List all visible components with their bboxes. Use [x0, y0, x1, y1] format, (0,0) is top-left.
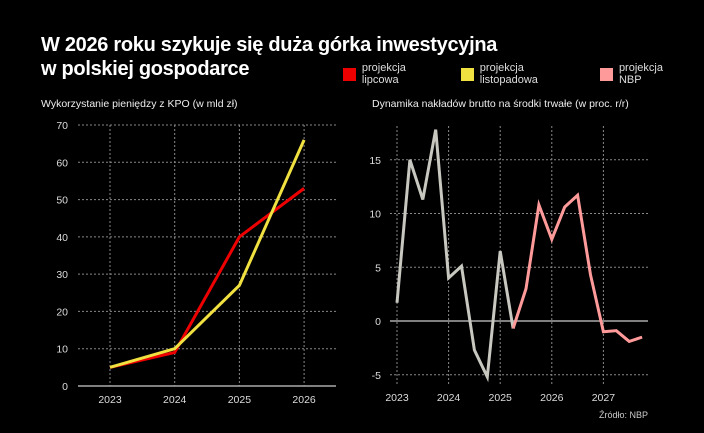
x-tick-label: 2023 — [98, 394, 122, 406]
legend-item-listopadowa: projekcja listopadowa — [460, 62, 584, 86]
series-line-0 — [109, 187, 305, 369]
y-tick-label: -5 — [372, 370, 381, 382]
y-tick-label: 15 — [369, 155, 381, 167]
legend-label: projekcja listopadowa — [479, 62, 538, 86]
y-tick-label: 10 — [369, 209, 381, 221]
x-tick-label: 2024 — [437, 392, 461, 404]
x-tick-label: 2026 — [540, 392, 564, 404]
y-tick-label: 10 — [56, 344, 68, 356]
y-tick-label: 0 — [62, 381, 68, 393]
right-chart-title: Dynamika nakładów brutto na środki trwał… — [372, 98, 629, 110]
source-note: Źródło: NBP — [598, 410, 648, 420]
legend-label: projekcja NBP — [618, 62, 663, 86]
left-chart-title: Wykorzystanie pieniędzy z KPO (w mld zł) — [41, 98, 238, 110]
legend-swatch-yellow — [460, 67, 474, 81]
y-tick-label: 5 — [375, 262, 381, 274]
legend-item-lipcowa: projekcja lipcowa — [343, 62, 445, 86]
legend-swatch-red — [343, 67, 356, 81]
series-line-1 — [109, 139, 306, 369]
series-line-0 — [395, 129, 515, 383]
legend-swatch-pink — [600, 67, 613, 81]
x-tick-label: 2026 — [292, 394, 316, 406]
legend: projekcja lipcowa projekcja listopadowa … — [343, 62, 704, 86]
x-tick-label: 2023 — [385, 392, 409, 404]
title-line-2: w polskiej gospodarce — [41, 58, 250, 80]
y-tick-label: 30 — [56, 269, 68, 281]
chart-title: W 2026 roku szykuje się duża górka inwes… — [41, 33, 497, 81]
y-tick-label: 60 — [56, 157, 68, 169]
x-tick-label: 2027 — [592, 392, 616, 404]
y-tick-label: 20 — [56, 306, 68, 318]
legend-label: projekcja lipcowa — [361, 62, 406, 86]
y-tick-label: 50 — [56, 195, 68, 207]
x-tick-label: 2024 — [163, 394, 187, 406]
y-tick-label: 70 — [56, 120, 68, 132]
y-tick-label: 40 — [56, 232, 68, 244]
series-line-1 — [511, 192, 643, 344]
title-line-1: W 2026 roku szykuje się duża górka inwes… — [41, 34, 498, 56]
y-tick-label: 0 — [375, 316, 381, 328]
legend-item-nbp: projekcja NBP — [600, 62, 688, 86]
x-tick-label: 2025 — [228, 394, 252, 406]
x-tick-label: 2025 — [489, 392, 513, 404]
